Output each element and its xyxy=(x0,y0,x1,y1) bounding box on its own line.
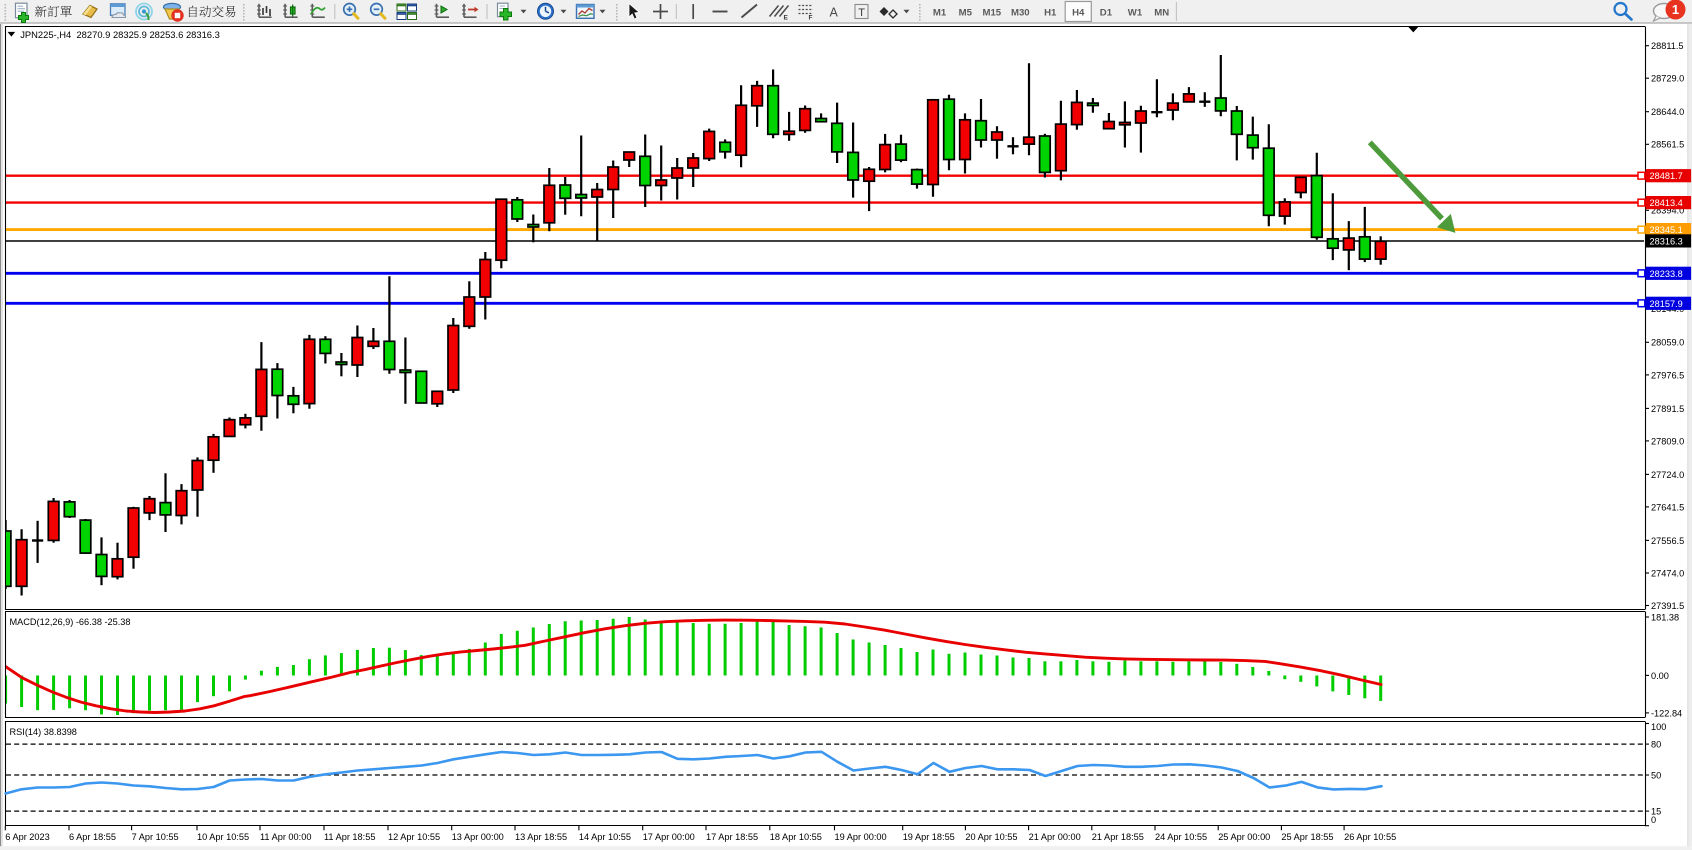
svg-text:E: E xyxy=(784,15,789,22)
svg-text:27556.5: 27556.5 xyxy=(1651,536,1684,546)
svg-text:13 Apr 18:55: 13 Apr 18:55 xyxy=(515,832,567,842)
svg-text:27641.5: 27641.5 xyxy=(1651,502,1684,512)
svg-text:6 Apr 2023: 6 Apr 2023 xyxy=(5,832,49,842)
svg-text:27976.5: 27976.5 xyxy=(1651,370,1684,380)
svg-text:28233.8: 28233.8 xyxy=(1650,269,1683,279)
svg-text:28394.0: 28394.0 xyxy=(1651,206,1684,216)
svg-text:18 Apr 10:55: 18 Apr 10:55 xyxy=(770,832,822,842)
svg-text:19 Apr 00:00: 19 Apr 00:00 xyxy=(835,832,887,842)
svg-text:H4: H4 xyxy=(1072,7,1085,18)
svg-text:28413.4: 28413.4 xyxy=(1650,198,1683,208)
svg-text:D1: D1 xyxy=(1100,7,1113,18)
svg-text:28644.0: 28644.0 xyxy=(1651,107,1684,117)
svg-text:28481.7: 28481.7 xyxy=(1650,171,1683,181)
svg-text:28345.1: 28345.1 xyxy=(1650,225,1683,235)
svg-text:181.38: 181.38 xyxy=(1651,612,1679,622)
svg-text:27391.5: 27391.5 xyxy=(1651,601,1684,611)
svg-text:28811.5: 28811.5 xyxy=(1651,41,1684,51)
svg-text:19 Apr 18:55: 19 Apr 18:55 xyxy=(903,832,955,842)
svg-text:10 Apr 10:55: 10 Apr 10:55 xyxy=(197,832,249,842)
svg-text:27891.5: 27891.5 xyxy=(1651,404,1684,414)
svg-text:W1: W1 xyxy=(1128,7,1143,18)
svg-text:M15: M15 xyxy=(982,7,1001,18)
svg-text:27809.0: 27809.0 xyxy=(1651,436,1684,446)
svg-text:28561.5: 28561.5 xyxy=(1651,140,1684,150)
svg-text:T: T xyxy=(858,7,865,19)
svg-text:26 Apr 10:55: 26 Apr 10:55 xyxy=(1344,832,1396,842)
svg-text:28157.9: 28157.9 xyxy=(1650,299,1683,309)
svg-text:21 Apr 00:00: 21 Apr 00:00 xyxy=(1029,832,1081,842)
svg-text:H1: H1 xyxy=(1044,7,1057,18)
svg-text:M1: M1 xyxy=(933,7,947,18)
svg-text:28059.0: 28059.0 xyxy=(1651,338,1684,348)
svg-text:7 Apr 10:55: 7 Apr 10:55 xyxy=(132,832,179,842)
svg-text:M30: M30 xyxy=(1011,7,1030,18)
svg-text:RSI(14) 38.8398: RSI(14) 38.8398 xyxy=(10,727,77,737)
svg-text:MACD(12,26,9) -66.38 -25.38: MACD(12,26,9) -66.38 -25.38 xyxy=(10,617,131,627)
svg-text:11 Apr 00:00: 11 Apr 00:00 xyxy=(260,832,311,842)
svg-text:M5: M5 xyxy=(959,7,973,18)
svg-text:0.00: 0.00 xyxy=(1651,671,1669,681)
svg-text:11 Apr 18:55: 11 Apr 18:55 xyxy=(324,832,375,842)
svg-text:-122.84: -122.84 xyxy=(1651,708,1682,718)
svg-text:6 Apr 18:55: 6 Apr 18:55 xyxy=(69,832,116,842)
svg-text:13 Apr 00:00: 13 Apr 00:00 xyxy=(452,832,504,842)
svg-text:0: 0 xyxy=(1651,815,1656,825)
svg-text:12 Apr 10:55: 12 Apr 10:55 xyxy=(388,832,440,842)
svg-text:80: 80 xyxy=(1651,740,1661,750)
svg-text:27474.0: 27474.0 xyxy=(1651,568,1684,578)
svg-text:21 Apr 18:55: 21 Apr 18:55 xyxy=(1092,832,1144,842)
svg-text:27724.0: 27724.0 xyxy=(1651,470,1684,480)
svg-text:28316.3: 28316.3 xyxy=(1650,236,1683,246)
svg-text:25 Apr 18:55: 25 Apr 18:55 xyxy=(1281,832,1333,842)
svg-text:A: A xyxy=(830,6,839,20)
svg-text:15: 15 xyxy=(1651,807,1661,817)
svg-text:1: 1 xyxy=(1672,2,1679,17)
svg-text:17 Apr 18:55: 17 Apr 18:55 xyxy=(706,832,758,842)
svg-text:MN: MN xyxy=(1154,7,1169,18)
svg-text:50: 50 xyxy=(1651,770,1661,780)
svg-text:100: 100 xyxy=(1651,722,1666,732)
svg-text:28729.0: 28729.0 xyxy=(1651,74,1684,84)
svg-text:F: F xyxy=(809,15,813,22)
svg-text:14 Apr 10:55: 14 Apr 10:55 xyxy=(579,832,631,842)
svg-text:24 Apr 10:55: 24 Apr 10:55 xyxy=(1155,832,1207,842)
svg-text:20 Apr 10:55: 20 Apr 10:55 xyxy=(965,832,1017,842)
svg-text:25 Apr 00:00: 25 Apr 00:00 xyxy=(1218,832,1270,842)
svg-text:JPN225-,H4 28270.9 28325.9 28: JPN225-,H4 28270.9 28325.9 28253.6 28316… xyxy=(20,29,220,40)
svg-text:17 Apr 00:00: 17 Apr 00:00 xyxy=(643,832,695,842)
